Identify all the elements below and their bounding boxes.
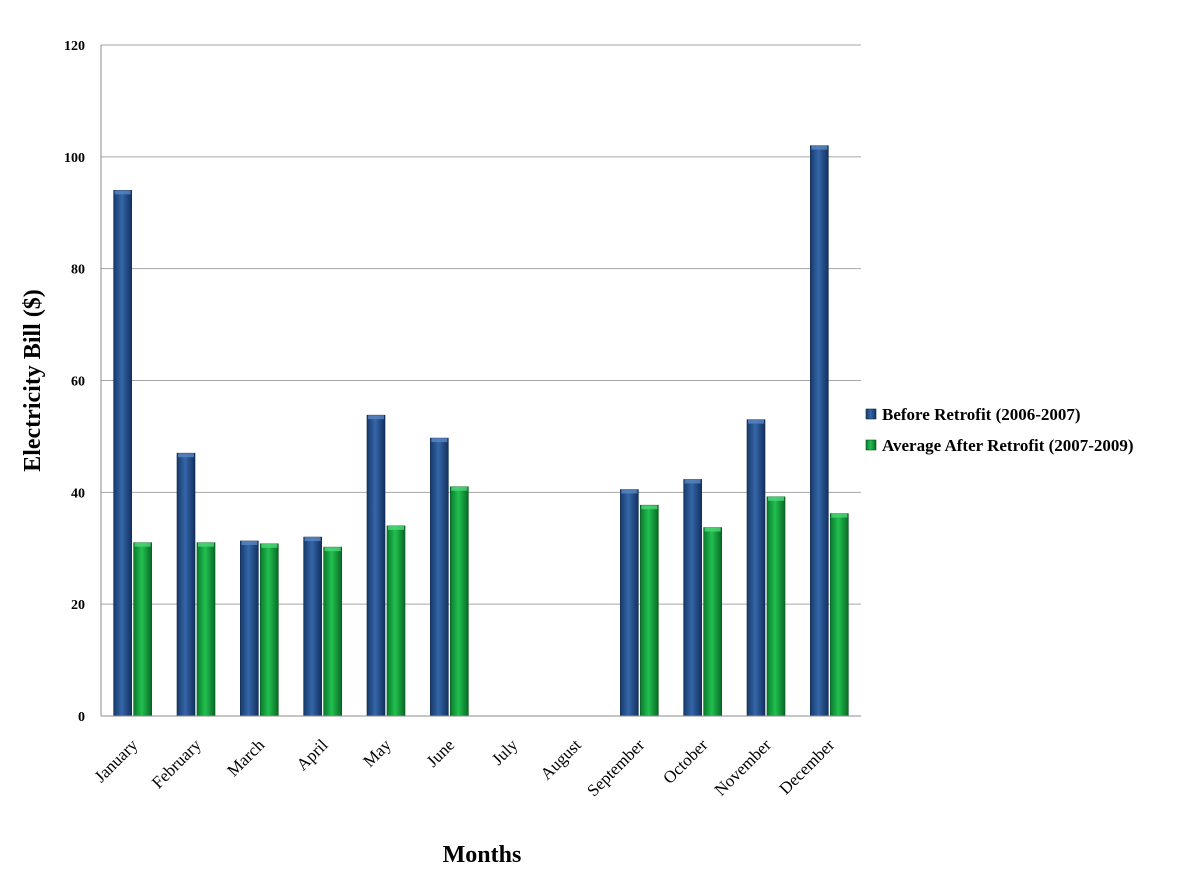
bar-highlight xyxy=(431,438,448,443)
y-axis-title: Electricity Bill ($) xyxy=(20,289,46,472)
bar-highlight xyxy=(684,479,701,484)
y-tick-label: 20 xyxy=(71,598,85,613)
x-axis-title: Months xyxy=(443,842,522,868)
bar-after-october xyxy=(703,527,722,717)
bar-highlight xyxy=(704,527,721,532)
bar-highlight xyxy=(831,513,848,518)
bar-highlight xyxy=(198,542,214,547)
bar-after-january xyxy=(133,542,152,717)
y-tick-label: 120 xyxy=(64,39,85,54)
bar-highlight xyxy=(768,496,784,501)
bar-before-february xyxy=(176,452,196,717)
bar-highlight xyxy=(641,505,658,510)
x-tick-label: August xyxy=(537,735,585,783)
legend-label-after: Average After Retrofit (2007-2009) xyxy=(882,436,1134,455)
x-tick-label: May xyxy=(359,735,395,771)
x-tick-label: April xyxy=(293,735,332,774)
bar-highlight xyxy=(261,543,278,548)
y-tick-label: 40 xyxy=(71,486,85,501)
x-tick-label: March xyxy=(223,735,268,780)
bar-before-november xyxy=(746,419,766,717)
bar-before-december xyxy=(810,145,829,717)
bar-highlight xyxy=(304,537,321,542)
gridlines xyxy=(101,44,861,605)
y-tick-label: 60 xyxy=(71,375,85,390)
bar-highlight xyxy=(451,486,468,491)
bar-before-september xyxy=(620,489,639,717)
x-tick-label: June xyxy=(423,735,458,770)
bar-after-may xyxy=(386,525,406,717)
bars xyxy=(113,145,849,717)
bar-highlight xyxy=(811,145,828,150)
bar-highlight xyxy=(178,453,194,458)
bar-after-june xyxy=(450,486,469,717)
legend-label-before: Before Retrofit (2006-2007) xyxy=(882,405,1081,424)
bar-highlight xyxy=(324,547,341,552)
x-tick-label: July xyxy=(488,735,522,769)
bar-highlight xyxy=(114,190,131,195)
axes xyxy=(100,45,861,717)
y-tick-labels: 0 20 40 60 80 100 120 xyxy=(64,39,85,725)
bar-highlight xyxy=(388,525,404,530)
bar-after-march xyxy=(260,543,279,717)
bar-after-november xyxy=(766,496,786,717)
bar-before-april xyxy=(303,536,322,717)
bar-highlight xyxy=(134,542,151,547)
x-tick-labels: January February March April May June July Augu… xyxy=(91,735,839,800)
x-tick-label: February xyxy=(148,735,205,792)
legend-swatch-after xyxy=(865,439,877,451)
legend-swatch-before xyxy=(865,408,877,420)
bar-before-january xyxy=(113,190,132,717)
bar-after-september xyxy=(640,504,659,717)
bar-highlight xyxy=(241,540,258,545)
x-tick-label: December xyxy=(775,735,838,798)
legend: Before Retrofit (2006-2007) Average After… xyxy=(865,405,1134,455)
bar-before-march xyxy=(240,540,259,717)
x-tick-label: November xyxy=(711,735,775,799)
x-tick-label: October xyxy=(659,735,711,787)
x-tick-label: January xyxy=(91,735,142,786)
bar-after-december xyxy=(830,513,849,717)
bar-highlight xyxy=(368,415,384,420)
y-tick-label: 80 xyxy=(71,263,85,278)
bar-after-february xyxy=(196,542,216,717)
bar-highlight xyxy=(748,419,764,424)
bar-after-april xyxy=(323,546,342,717)
bar-before-may xyxy=(366,414,386,717)
y-tick-label: 0 xyxy=(78,710,85,725)
bar-before-june xyxy=(430,437,449,717)
x-tick-label: September xyxy=(583,735,648,800)
bar-highlight xyxy=(621,489,638,494)
y-tick-label: 100 xyxy=(64,151,85,166)
bar-before-october xyxy=(683,479,702,717)
